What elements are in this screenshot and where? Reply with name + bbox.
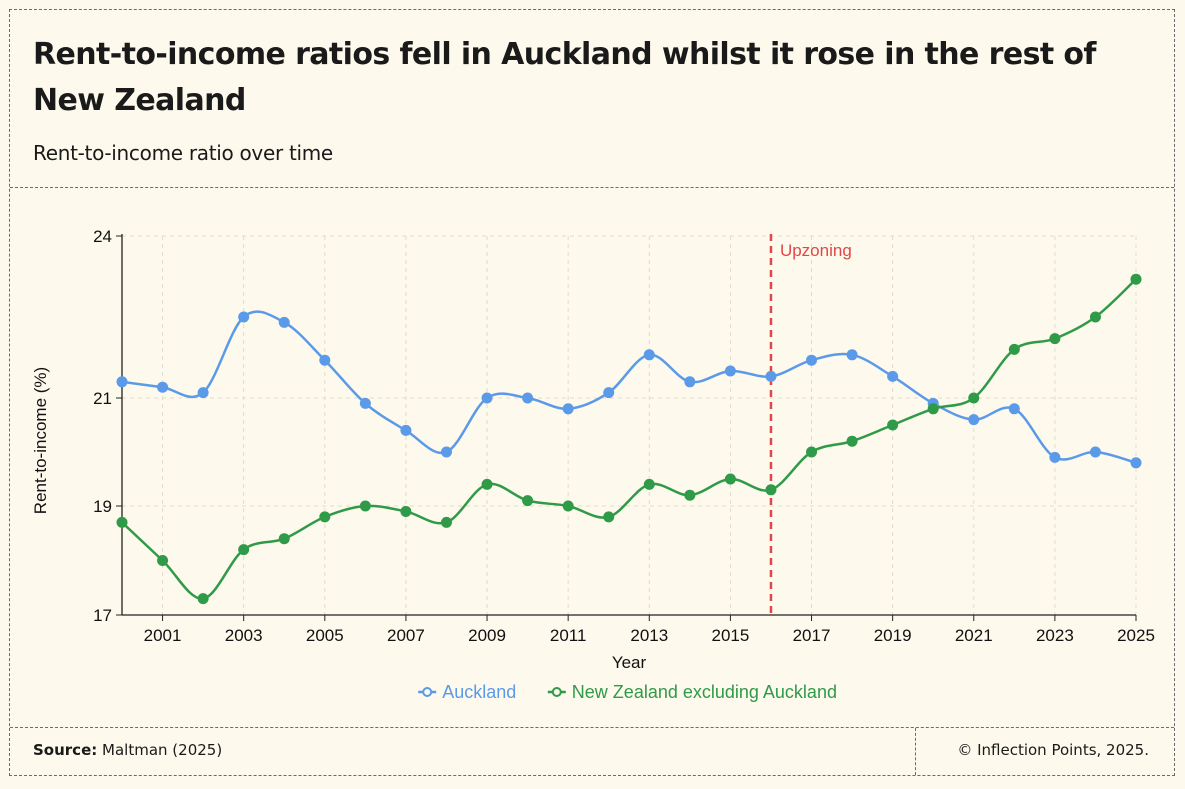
y-axis-label: Rent-to-income (%) bbox=[31, 367, 50, 514]
x-tick-label: 2003 bbox=[225, 626, 263, 645]
data-point-new-zealand-excluding-auckland bbox=[278, 533, 290, 545]
data-point-new-zealand-excluding-auckland bbox=[968, 392, 980, 404]
data-point-new-zealand-excluding-auckland bbox=[603, 511, 615, 523]
data-point-auckland bbox=[400, 424, 412, 436]
data-point-new-zealand-excluding-auckland bbox=[684, 489, 696, 501]
data-point-auckland bbox=[724, 365, 736, 377]
x-tick-label: 2011 bbox=[550, 626, 587, 645]
data-point-auckland bbox=[806, 354, 818, 366]
data-point-auckland bbox=[1130, 457, 1142, 469]
x-tick-label: 2019 bbox=[874, 626, 912, 645]
data-point-new-zealand-excluding-auckland bbox=[1008, 343, 1020, 355]
x-axis-label: Year bbox=[612, 653, 647, 672]
data-point-new-zealand-excluding-auckland bbox=[1130, 273, 1142, 285]
data-point-new-zealand-excluding-auckland bbox=[1049, 333, 1061, 345]
data-point-new-zealand-excluding-auckland bbox=[157, 555, 169, 566]
legend-label-auckland: Auckland bbox=[442, 682, 516, 702]
chart-title: Rent-to-income ratios fell in Auckland w… bbox=[33, 37, 1096, 118]
legend-label-new-zealand-excluding-auckland: New Zealand excluding Auckland bbox=[572, 682, 837, 702]
data-point-new-zealand-excluding-auckland bbox=[359, 500, 371, 512]
x-tick-label: 2025 bbox=[1117, 626, 1155, 645]
data-point-auckland bbox=[643, 349, 655, 361]
chart-footer: Source: Maltman (2025) © Inflection Poin… bbox=[10, 727, 1174, 775]
y-tick-label: 24 bbox=[93, 227, 112, 246]
data-point-new-zealand-excluding-auckland bbox=[724, 473, 736, 485]
upzoning-label: Upzoning bbox=[780, 241, 852, 260]
legend: Auckland New Zealand excluding Auckland bbox=[418, 682, 837, 702]
x-tick-label: 2007 bbox=[387, 626, 425, 645]
data-point-new-zealand-excluding-auckland bbox=[197, 593, 209, 605]
data-point-auckland bbox=[157, 381, 169, 393]
legend-swatch-marker-auckland bbox=[422, 687, 433, 697]
data-point-auckland bbox=[1089, 446, 1101, 458]
data-point-new-zealand-excluding-auckland bbox=[562, 500, 574, 512]
x-tick-label: 2015 bbox=[711, 626, 749, 645]
data-point-auckland bbox=[319, 354, 331, 366]
data-point-auckland bbox=[359, 397, 371, 409]
data-point-new-zealand-excluding-auckland bbox=[319, 511, 331, 523]
data-point-auckland bbox=[481, 392, 493, 404]
data-point-auckland bbox=[440, 446, 452, 458]
figure-frame: Rent-to-income ratios fell in Auckland w… bbox=[9, 9, 1175, 776]
data-point-auckland bbox=[116, 376, 128, 388]
x-tick-label: 2013 bbox=[630, 626, 668, 645]
footer-divider bbox=[915, 728, 916, 775]
annotation-group: Upzoning bbox=[769, 234, 852, 615]
data-point-auckland bbox=[846, 349, 858, 361]
data-point-auckland bbox=[1049, 451, 1061, 463]
source-value: Maltman (2025) bbox=[102, 741, 223, 759]
copyright-note: © Inflection Points, 2025. bbox=[957, 741, 1149, 759]
y-tick-label: 19 bbox=[93, 497, 112, 516]
data-point-new-zealand-excluding-auckland bbox=[887, 419, 899, 431]
x-tick-label: 2005 bbox=[306, 626, 344, 645]
series-line-new-zealand-excluding-auckland bbox=[121, 278, 1137, 600]
data-point-new-zealand-excluding-auckland bbox=[765, 484, 777, 496]
x-tick-label: 2009 bbox=[468, 626, 506, 645]
data-point-new-zealand-excluding-auckland bbox=[400, 505, 412, 517]
chart-header: Rent-to-income ratios fell in Auckland w… bbox=[10, 10, 1174, 188]
data-point-auckland bbox=[1008, 403, 1020, 415]
data-point-new-zealand-excluding-auckland bbox=[238, 544, 250, 556]
data-point-new-zealand-excluding-auckland bbox=[643, 478, 655, 490]
data-point-auckland bbox=[684, 376, 696, 388]
data-point-new-zealand-excluding-auckland bbox=[846, 435, 858, 447]
x-tick-label: 2023 bbox=[1036, 626, 1074, 645]
x-tick-label: 2001 bbox=[144, 626, 182, 645]
data-point-new-zealand-excluding-auckland bbox=[522, 495, 534, 507]
data-point-auckland bbox=[562, 403, 574, 415]
data-point-auckland bbox=[197, 387, 209, 399]
data-point-new-zealand-excluding-auckland bbox=[116, 516, 128, 528]
data-point-auckland bbox=[887, 370, 899, 382]
data-point-new-zealand-excluding-auckland bbox=[927, 403, 939, 415]
grid-lines bbox=[122, 235, 1137, 616]
data-point-auckland bbox=[278, 316, 290, 328]
data-point-auckland bbox=[968, 414, 980, 426]
data-point-new-zealand-excluding-auckland bbox=[481, 478, 493, 490]
data-point-auckland bbox=[765, 370, 777, 382]
data-point-new-zealand-excluding-auckland bbox=[440, 516, 452, 528]
axes: 17 19 21 24 2001 2003 2005 2007 2009 2011 2013 2015… bbox=[31, 227, 1155, 672]
data-point-auckland bbox=[238, 311, 250, 323]
data-point-auckland bbox=[522, 392, 534, 404]
chart-subtitle: Rent-to-income ratio over time bbox=[33, 141, 333, 165]
y-tick-label: 21 bbox=[93, 389, 112, 408]
data-point-new-zealand-excluding-auckland bbox=[806, 446, 818, 458]
source-note: Source: Maltman (2025) bbox=[33, 741, 222, 759]
source-label: Source: bbox=[33, 741, 98, 759]
line-chart: 17 19 21 24 2001 2003 2005 2007 2009 2011 2013 2015… bbox=[31, 227, 1155, 702]
legend-swatch-marker-new-zealand-excluding-auckland bbox=[551, 687, 562, 697]
x-tick-label: 2021 bbox=[955, 626, 993, 645]
data-point-new-zealand-excluding-auckland bbox=[1089, 311, 1101, 323]
y-tick-label: 17 bbox=[93, 606, 112, 625]
series-group bbox=[116, 273, 1142, 605]
data-point-auckland bbox=[603, 387, 615, 399]
x-tick-label: 2017 bbox=[793, 626, 831, 645]
